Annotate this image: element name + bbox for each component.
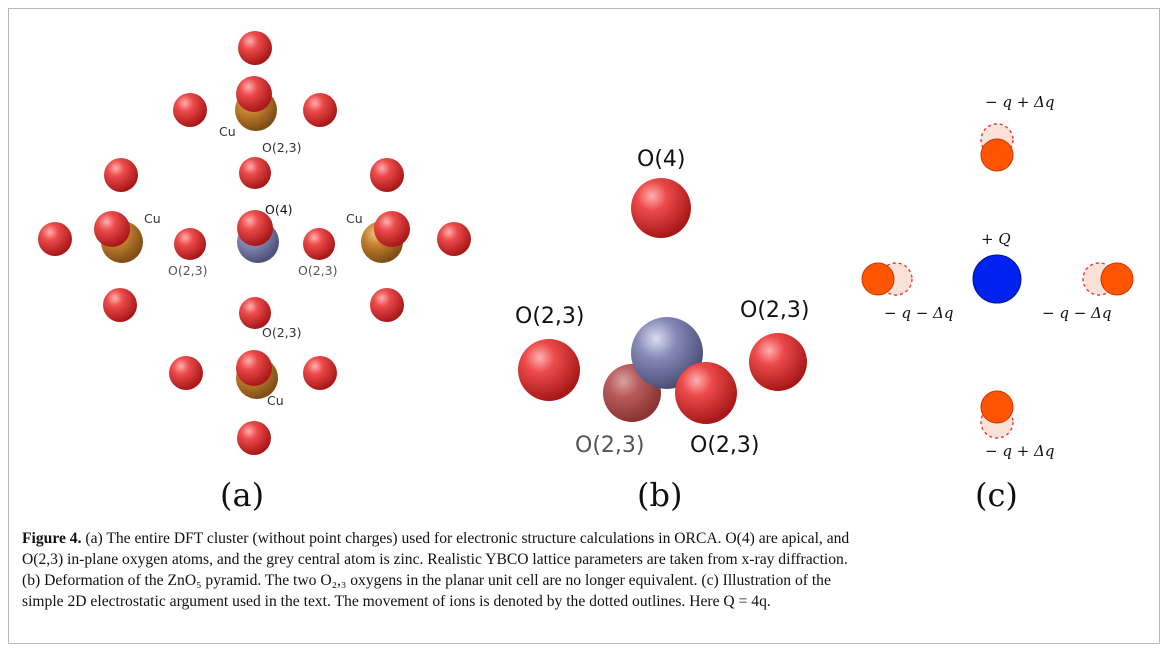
cation [972,254,1022,304]
o23-label: O(2,3) [298,263,337,278]
oxygen-atom [374,211,410,247]
charge-label-left: − q − Δq [884,304,953,322]
cu-label: Cu [144,211,161,226]
oxygen-atom [239,297,271,329]
oxygen-atom [675,362,737,424]
anion [980,390,1014,424]
oxygen-atom [169,356,203,390]
oxygen-atom [174,228,206,260]
panel-b-tag: (b) [637,476,682,514]
anion [980,138,1014,172]
o23-label: O(2,3) [262,140,301,155]
oxygen-atom [631,178,691,238]
o23-label: O(2,3) [262,325,301,340]
o23-label: O(2,3) [575,433,644,458]
oxygen-atom [303,93,337,127]
oxygen-atom [236,350,272,386]
cu-label: Cu [267,393,284,408]
oxygen-atom [749,333,807,391]
oxygen-atom [303,228,335,260]
charge-label-bottom: − q + Δq [985,442,1054,460]
oxygen-atom [103,288,137,322]
caption-line: simple 2D electrostatic argument used in… [22,593,771,610]
caption-line: (b) Deformation of the ZnO₅ pyramid. The… [22,572,831,589]
panel-a: Cu O(2,3) Cu O(4) Cu O(2,3) O(2,3) O(2,3… [38,31,471,514]
o4-label: O(4) [265,202,293,217]
o23-label: O(2,3) [515,304,584,329]
o4-label: O(4) [637,147,685,172]
oxygen-atom [237,210,273,246]
oxygen-atom [38,222,72,256]
caption-line: O(2,3) in-plane oxygen atoms, and the gr… [22,551,848,568]
o23-label: O(2,3) [168,263,207,278]
charge-label-center: + Q [981,230,1011,248]
oxygen-atom [173,93,207,127]
figure-svg: Cu O(2,3) Cu O(4) Cu O(2,3) O(2,3) O(2,3… [38,31,1134,514]
panel-c: − q + Δq + Q − q − Δq − q − Δq − q + Δq … [861,93,1134,514]
oxygen-atom [370,288,404,322]
cu-label: Cu [219,124,236,139]
figure-label: Figure 4. [22,530,82,547]
panel-c-tag: (c) [975,476,1018,514]
panel-a-tag: (a) [220,476,264,514]
oxygen-atom [370,158,404,192]
caption-text: (a) The entire DFT cluster (without poin… [85,530,850,547]
caption-line: Figure 4. (a) The entire DFT cluster (wi… [22,528,1150,549]
oxygen-atom [104,158,138,192]
anion [861,262,895,296]
anion [1100,262,1134,296]
figure-caption: Figure 4. (a) The entire DFT cluster (wi… [22,528,1150,612]
oxygen-atom [236,76,272,112]
o23-label: O(2,3) [690,433,759,458]
charge-label-right: − q − Δq [1042,304,1111,322]
oxygen-atom [238,31,272,65]
oxygen-atom [239,157,271,189]
oxygen-atom [437,222,471,256]
oxygen-atom [94,211,130,247]
panel-b: O(4) O(2,3) O(2,3) O(2,3) O(2,3) (b) [515,147,809,514]
o23-label: O(2,3) [740,298,809,323]
charge-label-top: − q + Δq [985,93,1054,111]
cu-label: Cu [346,211,363,226]
oxygen-atom [518,339,580,401]
oxygen-atom [303,356,337,390]
oxygen-atom [237,421,271,455]
